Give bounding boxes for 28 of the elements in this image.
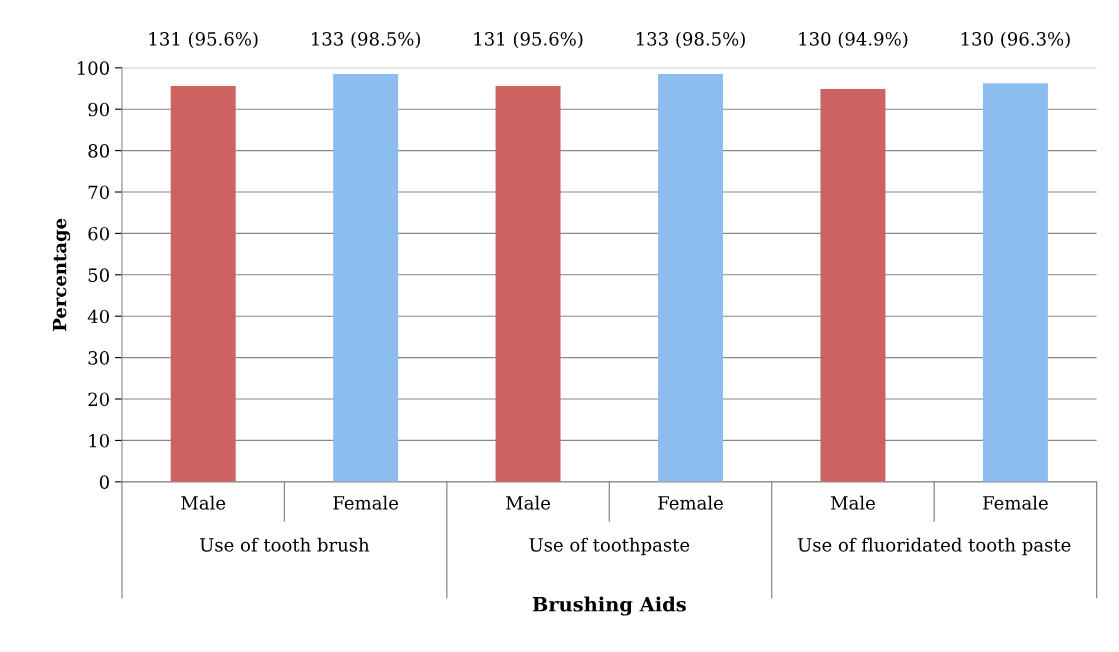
y-tick-label: 70: [88, 185, 109, 200]
x-tick-label: Female: [333, 495, 399, 510]
data-label: 133 (98.5%): [312, 31, 421, 49]
y-tick-label: 60: [88, 226, 109, 241]
x-tick-label: Male: [181, 495, 226, 510]
y-tick-label: 50: [88, 268, 109, 282]
x-tick-label: Male: [506, 495, 551, 510]
x-tick-label: Female: [658, 495, 723, 510]
y-tick-label: 30: [88, 351, 109, 365]
y-tick-label: 80: [88, 144, 109, 158]
data-label: 131 (95.6%): [149, 31, 258, 49]
data-label: 133 (98.5%): [636, 31, 745, 49]
data-label: 130 (96.3%): [961, 31, 1070, 49]
x-tick-label: Male: [831, 495, 875, 510]
x-axis-title: Brushing Aids: [532, 596, 686, 616]
y-tick-label: 10: [89, 433, 109, 448]
data-label: 131 (95.6%): [474, 31, 583, 49]
x-tick-label: Female: [983, 495, 1048, 510]
y-tick-label: 100: [77, 61, 109, 75]
data-label: 130 (94.9%): [799, 31, 908, 49]
y-tick-label: 20: [88, 392, 109, 407]
text: Use of tooth brush: [199, 537, 370, 552]
text: Use of toothpaste: [529, 537, 690, 556]
y-tick-label: 40: [87, 309, 109, 324]
y-axis-title: Percentage: [52, 218, 71, 331]
y-tick-label: 90: [88, 102, 109, 117]
text: Use of fluoridated tooth paste: [797, 537, 1071, 556]
y-tick-label: 0: [99, 475, 109, 489]
